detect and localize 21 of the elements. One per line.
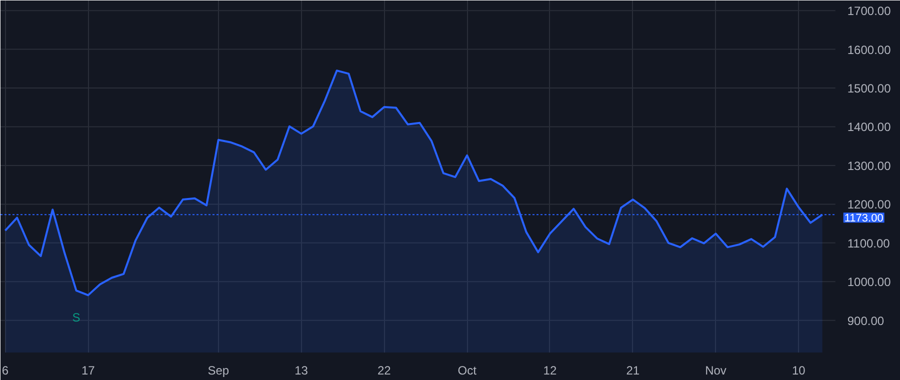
y-tick-label: 1400.00 [847, 120, 892, 134]
x-tick-label: 21 [626, 364, 640, 378]
y-tick-label: 1000.00 [847, 275, 892, 290]
x-tick-label: 12 [543, 364, 557, 378]
x-tick-label: 22 [378, 364, 392, 378]
y-tick-label: 1200.00 [847, 198, 892, 212]
x-tick-label: 10 [792, 364, 806, 378]
y-tick-label: 1700.00 [847, 4, 892, 18]
ref-line-label: 1173.00 [844, 212, 884, 225]
x-tick-label: Nov [705, 364, 726, 378]
y-tick-label: 1100.00 [847, 236, 890, 250]
x-tick-label: 17 [81, 364, 96, 378]
x-tick-label: 13 [294, 364, 308, 378]
y-tick-label: 1500.00 [847, 82, 892, 96]
y-tick-label: 900.00 [847, 314, 884, 328]
x-tick-label: Oct [458, 364, 478, 378]
y-tick-label: 1600.00 [847, 42, 892, 57]
x-tick-label: 6 [2, 364, 9, 378]
annotation: S [72, 310, 80, 325]
x-tick-label: Sep [208, 364, 230, 378]
y-tick-label: 1300.00 [847, 158, 892, 173]
